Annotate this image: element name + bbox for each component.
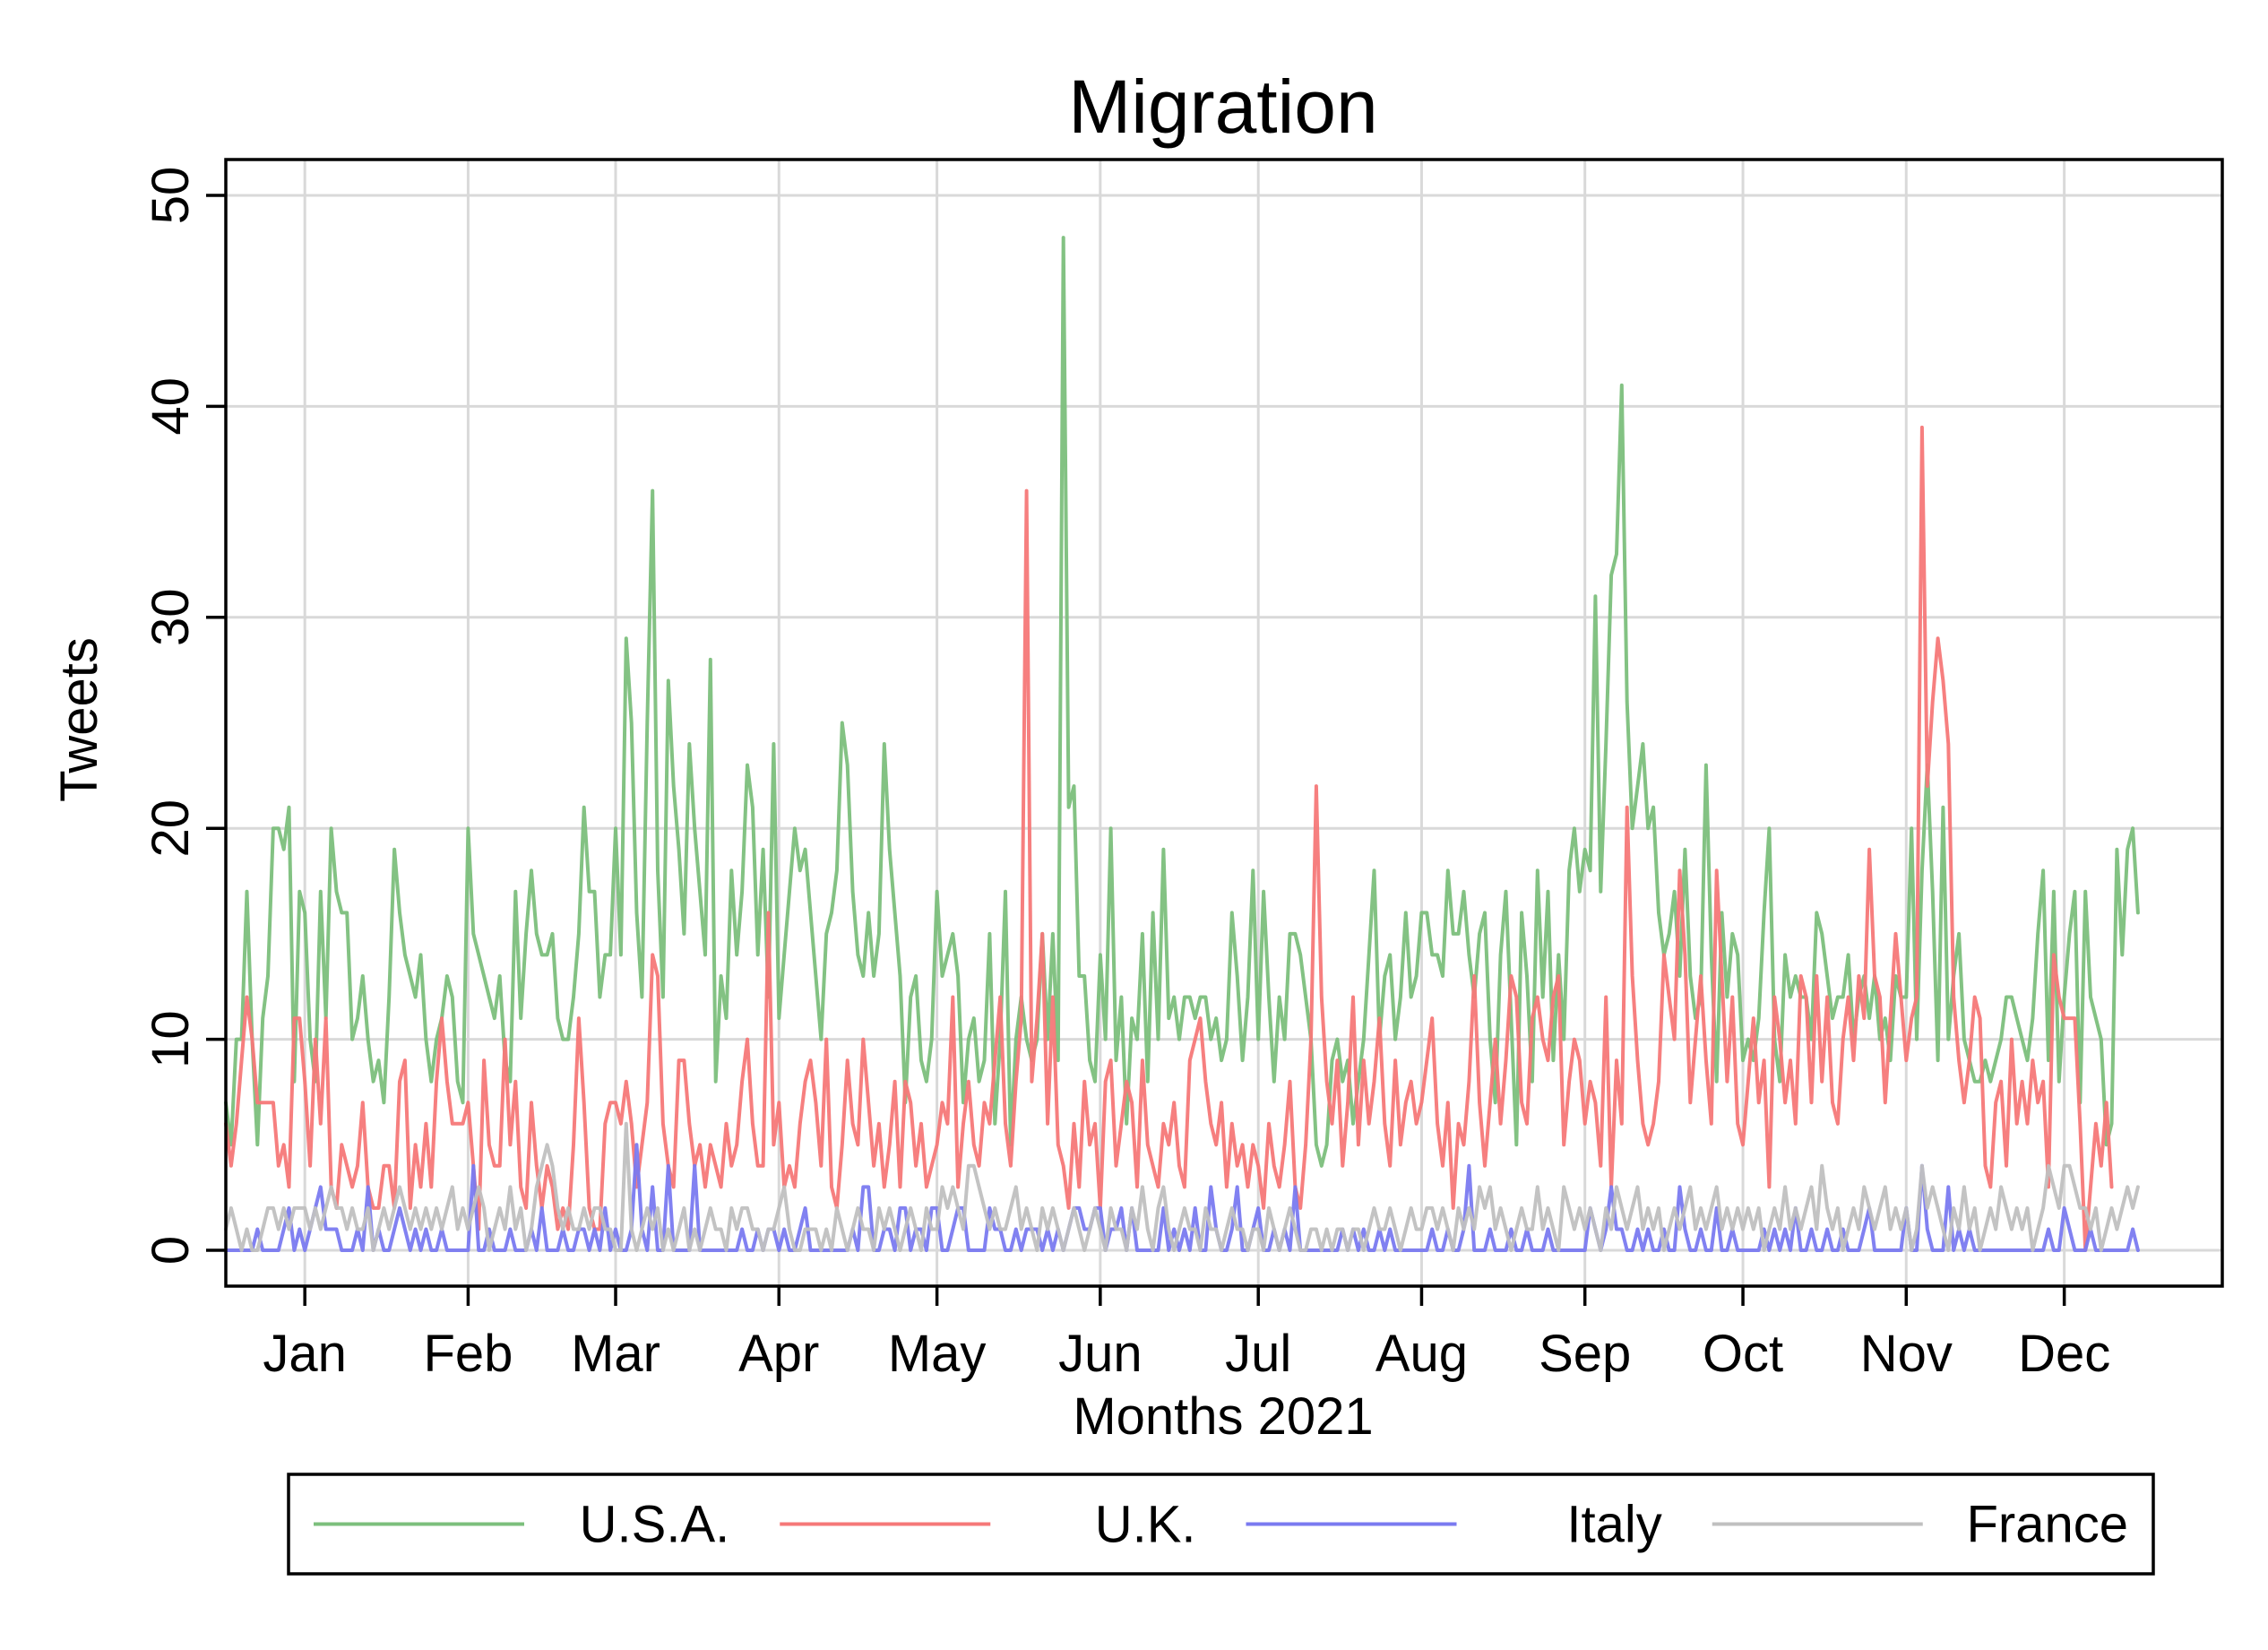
series-line-u-s-a [224,236,2140,1168]
x-tick-label: Jan [263,1325,347,1383]
legend-label: Italy [1566,1496,1661,1554]
legend-label: U.K. [1095,1496,1196,1554]
x-tick-label: Feb [423,1325,513,1383]
x-axis: Jan Feb Mar Apr May Jun Jul Aug Sep Oct Nov Dec [263,1286,2110,1383]
legend-label: France [1966,1496,2128,1554]
y-axis: 0 10 20 30 40 50 [142,167,226,1265]
legend: U.S.A. U.K. Italy France [287,1473,2155,1576]
legend-label: U.S.A. [580,1496,730,1554]
y-tick-label: 40 [142,377,200,436]
series-line-france [224,1121,2140,1252]
y-tick-label: 30 [142,589,200,647]
y-tick-label: 10 [142,1010,200,1068]
chart-title: Migration [1068,65,1377,149]
y-axis-label: Tweets [50,637,108,802]
series-line-u-k [224,425,2114,1252]
y-tick-label: 50 [142,167,200,225]
x-tick-label: Jun [1058,1325,1143,1383]
x-tick-label: Aug [1375,1325,1468,1383]
series-layer [224,236,2140,1252]
plot-area-frame [224,158,2224,1288]
x-tick-label: Mar [571,1325,660,1383]
x-axis-label: Months 2021 [1073,1387,1373,1446]
x-tick-label: Apr [738,1325,819,1383]
y-tick-label: 0 [142,1236,200,1265]
x-tick-label: Dec [2018,1325,2110,1383]
x-tick-label: May [888,1325,987,1383]
gridlines [226,160,2222,1286]
x-tick-label: Nov [1860,1325,1953,1383]
x-tick-label: Jul [1225,1325,1291,1383]
series-line-italy [224,1143,2140,1252]
x-tick-label: Oct [1703,1325,1783,1383]
x-tick-label: Sep [1539,1325,1631,1383]
y-tick-label: 20 [142,799,200,858]
